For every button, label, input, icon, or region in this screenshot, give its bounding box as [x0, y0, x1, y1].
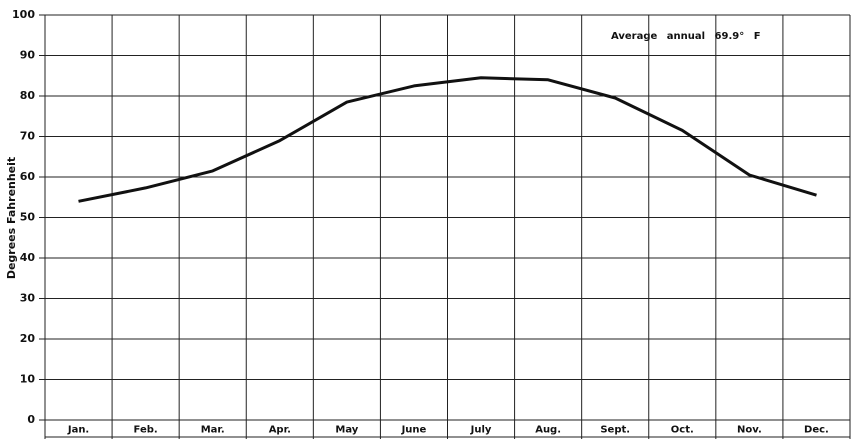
- y-tick-label: 10: [20, 373, 36, 386]
- y-tick-label: 100: [12, 8, 35, 21]
- x-tick-label: May: [335, 425, 358, 436]
- y-axis-label: Degrees Fahrenheit: [5, 157, 18, 279]
- y-tick-label: 40: [20, 251, 36, 264]
- y-tick-label: 60: [20, 170, 36, 183]
- annotation: Average annual 69.9° F: [611, 31, 761, 42]
- x-tick-label: Dec.: [804, 425, 829, 436]
- x-tick-label: Jan.: [67, 425, 89, 436]
- x-tick-label: Mar.: [201, 425, 225, 436]
- x-tick-label: Feb.: [134, 425, 158, 436]
- x-tick-label: June: [401, 425, 427, 436]
- y-tick-label: 0: [27, 413, 35, 426]
- x-tick-label: July: [470, 425, 492, 436]
- x-tick-label: Sept.: [600, 425, 630, 436]
- data-line: [78, 76, 817, 203]
- x-tick-label: Nov.: [737, 425, 762, 436]
- y-tick-label: 80: [20, 89, 36, 102]
- y-tick-label: 50: [20, 211, 36, 224]
- x-tick-label: Oct.: [671, 425, 694, 436]
- y-tick-label: 90: [20, 49, 36, 62]
- y-tick-label: 20: [20, 332, 36, 345]
- y-tick-label: 70: [20, 130, 36, 143]
- x-tick-label: Apr.: [269, 425, 291, 436]
- y-tick-label: 30: [20, 292, 36, 305]
- x-tick-label: Aug.: [535, 425, 561, 436]
